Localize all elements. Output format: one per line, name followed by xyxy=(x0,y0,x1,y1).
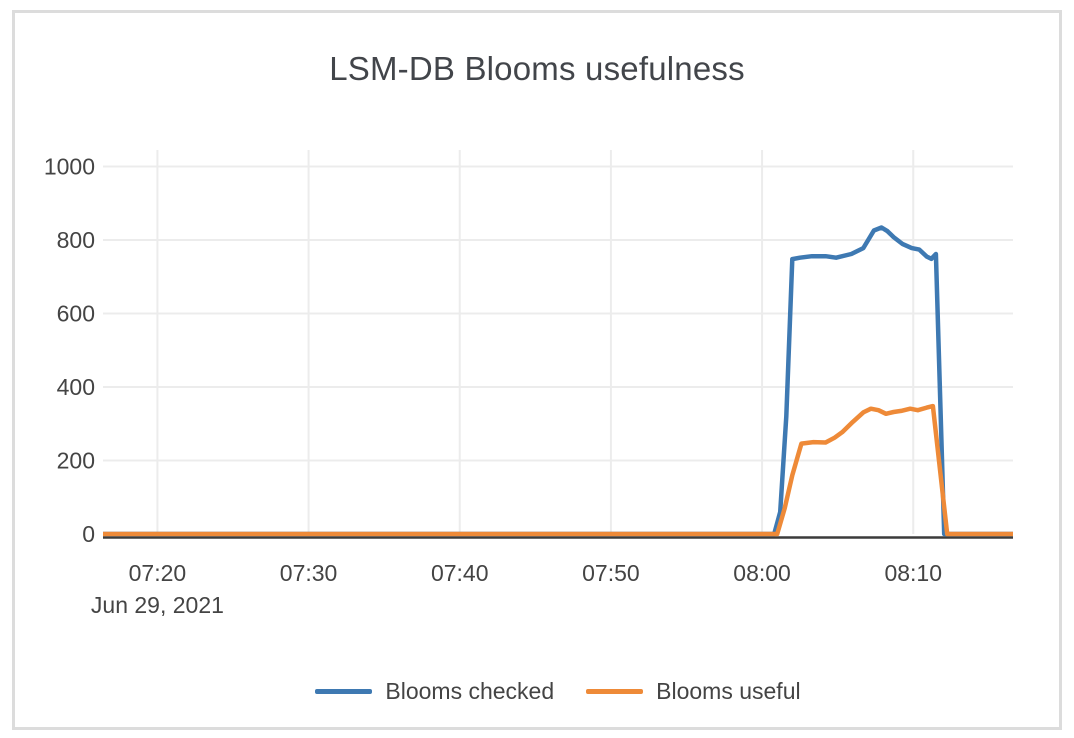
legend-label-blooms-useful: Blooms useful xyxy=(656,677,801,704)
legend-item-blooms-useful[interactable]: Blooms useful xyxy=(586,677,801,704)
y-tick-label: 800 xyxy=(57,227,95,253)
x-axis-date-label: Jun 29, 2021 xyxy=(91,592,224,618)
chart-title: LSM-DB Blooms usefulness xyxy=(329,50,745,87)
series-line-blooms-checked xyxy=(103,225,1013,537)
x-tick-label: 08:00 xyxy=(733,560,791,586)
chart-card xyxy=(12,10,1062,730)
legend-item-blooms-checked[interactable]: Blooms checked xyxy=(315,677,555,704)
legend: Blooms checked Blooms useful xyxy=(103,676,1013,706)
y-tick-label: 0 xyxy=(82,521,95,547)
legend-swatch-blooms-checked xyxy=(315,688,373,694)
x-tick-label: 07:20 xyxy=(129,560,187,586)
x-tick-label: 07:40 xyxy=(431,560,489,586)
y-tick-label: 1000 xyxy=(44,154,95,180)
y-tick-label: 200 xyxy=(57,448,95,474)
legend-label-blooms-checked: Blooms checked xyxy=(385,677,555,704)
y-tick-label: 400 xyxy=(57,374,95,400)
legend-swatch-blooms-useful xyxy=(586,688,644,694)
x-tick-label: 08:10 xyxy=(884,560,942,586)
series-line-blooms-useful xyxy=(103,403,1013,537)
y-tick-label: 600 xyxy=(57,301,95,327)
x-tick-label: 07:30 xyxy=(280,560,338,586)
x-tick-label: 07:50 xyxy=(582,560,640,586)
